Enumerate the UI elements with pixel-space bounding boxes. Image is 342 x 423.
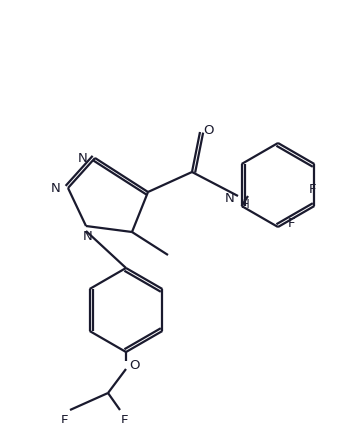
Text: H: H xyxy=(241,198,249,211)
Text: N: N xyxy=(224,192,234,204)
Text: F: F xyxy=(120,414,128,423)
Text: N: N xyxy=(51,181,61,195)
Text: F: F xyxy=(60,414,68,423)
Text: N: N xyxy=(78,151,88,165)
Text: F: F xyxy=(308,183,316,196)
Text: F: F xyxy=(288,217,295,230)
Text: N: N xyxy=(83,230,93,242)
Text: O: O xyxy=(129,359,139,371)
Text: O: O xyxy=(203,124,213,137)
